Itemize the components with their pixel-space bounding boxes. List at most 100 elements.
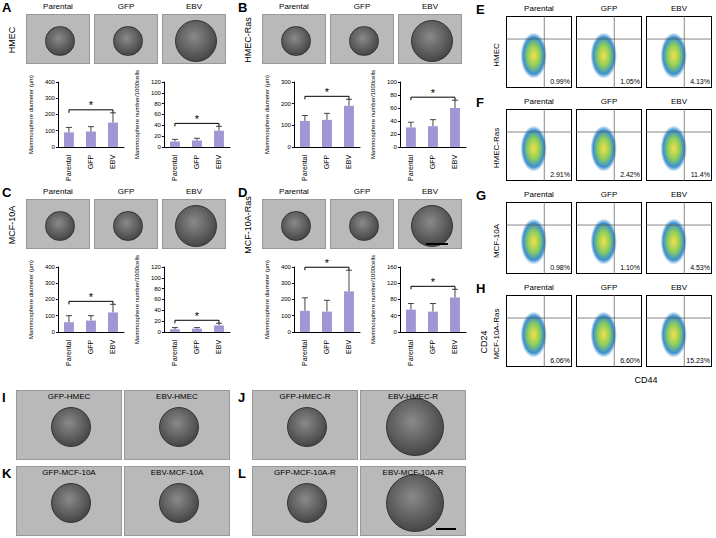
svg-text:*: * — [89, 99, 94, 111]
svg-text:Parental: Parental — [171, 339, 178, 366]
html-text:B: B — [238, 0, 248, 15]
svg-text:60: 60 — [154, 111, 161, 117]
svg-text:40: 40 — [154, 122, 161, 128]
svg-text:Parental: Parental — [407, 154, 414, 181]
svg-text:Mammosphere number/1000cells: Mammosphere number/1000cells — [370, 70, 376, 159]
svg-text:100: 100 — [45, 128, 56, 134]
svg-text:0: 0 — [158, 329, 162, 335]
svg-text:120: 120 — [387, 280, 398, 286]
svg-text:100: 100 — [281, 313, 292, 319]
svg-text:20: 20 — [154, 133, 161, 139]
html-text:CD24: CD24 — [478, 330, 489, 354]
svg-text:20: 20 — [390, 131, 397, 137]
svg-text:GFP: GFP — [323, 340, 330, 355]
svg-text:0: 0 — [52, 144, 56, 150]
svg-text:Mammosphere diameter (μm): Mammosphere diameter (μm) — [28, 260, 34, 339]
svg-text:*: * — [325, 86, 330, 98]
svg-text:Parental: Parental — [301, 154, 308, 181]
svg-text:Mammosphere diameter (μm): Mammosphere diameter (μm) — [28, 75, 34, 154]
svg-text:80: 80 — [390, 296, 397, 302]
svg-text:400: 400 — [281, 264, 292, 270]
svg-text:120: 120 — [151, 79, 162, 85]
svg-text:40: 40 — [154, 307, 161, 313]
svg-text:EBV: EBV — [109, 155, 116, 169]
svg-text:200: 200 — [45, 111, 56, 117]
svg-text:300: 300 — [45, 95, 56, 101]
svg-text:*: * — [89, 291, 94, 303]
svg-text:Parental: Parental — [171, 154, 178, 181]
svg-text:300: 300 — [45, 280, 56, 286]
svg-text:Mammosphere diameter (μm): Mammosphere diameter (μm) — [264, 260, 270, 339]
svg-text:GFP: GFP — [193, 155, 200, 170]
html-text:EBV: EBV — [186, 2, 202, 11]
svg-text:Mammosphere diameter (μm): Mammosphere diameter (μm) — [264, 75, 270, 154]
svg-text:0: 0 — [288, 329, 292, 335]
svg-text:Mammosphere number/1000cells: Mammosphere number/1000cells — [370, 255, 376, 344]
svg-text:0: 0 — [288, 144, 292, 150]
svg-text:GFP: GFP — [323, 155, 330, 170]
svg-text:Mammosphere number/1000cells: Mammosphere number/1000cells — [134, 70, 140, 159]
svg-text:*: * — [325, 257, 330, 269]
svg-text:*: * — [431, 276, 436, 288]
svg-text:Parental: Parental — [407, 339, 414, 366]
svg-text:*: * — [431, 87, 436, 99]
svg-text:100: 100 — [387, 79, 398, 85]
html-text:CD44: CD44 — [634, 375, 658, 385]
svg-text:GFP: GFP — [87, 340, 94, 355]
svg-text:400: 400 — [45, 264, 56, 270]
svg-text:EBV: EBV — [451, 155, 458, 169]
svg-text:GFP: GFP — [87, 155, 94, 170]
svg-text:*: * — [195, 310, 200, 322]
html-text:D: D — [238, 185, 248, 200]
svg-text:EBV: EBV — [345, 155, 352, 169]
html-text:MCF-10A-Ras: MCF-10A-Ras — [242, 196, 253, 254]
svg-text:20: 20 — [154, 318, 161, 324]
svg-text:EBV: EBV — [215, 340, 222, 354]
svg-text:100: 100 — [45, 313, 56, 319]
html-text:GFP: GFP — [117, 2, 135, 11]
svg-text:80: 80 — [390, 92, 397, 98]
html-text:H: H — [476, 281, 486, 296]
html-text:A: A — [2, 0, 12, 15]
svg-text:EBV: EBV — [215, 155, 222, 169]
html-text:MCF-10A: MCF-10A — [6, 205, 17, 245]
svg-text:0: 0 — [52, 329, 56, 335]
svg-text:200: 200 — [45, 296, 56, 302]
svg-text:40: 40 — [390, 118, 397, 124]
svg-text:0: 0 — [394, 144, 398, 150]
svg-text:100: 100 — [151, 90, 162, 96]
svg-text:Parental: Parental — [65, 154, 72, 181]
svg-text:40: 40 — [390, 313, 397, 319]
svg-text:60: 60 — [154, 296, 161, 302]
svg-text:300: 300 — [281, 280, 292, 286]
svg-text:400: 400 — [45, 79, 56, 85]
svg-text:EBV: EBV — [345, 340, 352, 354]
svg-text:100: 100 — [151, 275, 162, 281]
svg-text:GFP: GFP — [193, 340, 200, 355]
html-text:HMEC-Ras: HMEC-Ras — [242, 17, 253, 63]
svg-text:160: 160 — [387, 264, 398, 270]
html-text:HMEC: HMEC — [6, 26, 17, 54]
svg-text:200: 200 — [281, 296, 292, 302]
html-text:C: C — [2, 185, 12, 200]
svg-text:300: 300 — [281, 79, 292, 85]
html-text:G: G — [476, 188, 487, 203]
svg-text:200: 200 — [281, 101, 292, 107]
svg-text:60: 60 — [390, 105, 397, 111]
svg-text:0: 0 — [158, 144, 162, 150]
html-text:K: K — [2, 466, 12, 481]
svg-text:Parental: Parental — [65, 339, 72, 366]
svg-text:0: 0 — [394, 329, 398, 335]
svg-text:GFP: GFP — [429, 340, 436, 355]
svg-text:EBV: EBV — [109, 340, 116, 354]
svg-text:*: * — [195, 113, 200, 125]
html-text:Parental: Parental — [43, 2, 73, 11]
svg-text:80: 80 — [154, 286, 161, 292]
svg-text:Mammosphere number/1000cells: Mammosphere number/1000cells — [134, 255, 140, 344]
svg-text:120: 120 — [151, 264, 162, 270]
svg-text:GFP: GFP — [429, 155, 436, 170]
svg-text:Parental: Parental — [301, 339, 308, 366]
svg-text:100: 100 — [281, 122, 292, 128]
svg-text:80: 80 — [154, 101, 161, 107]
svg-text:EBV: EBV — [451, 340, 458, 354]
